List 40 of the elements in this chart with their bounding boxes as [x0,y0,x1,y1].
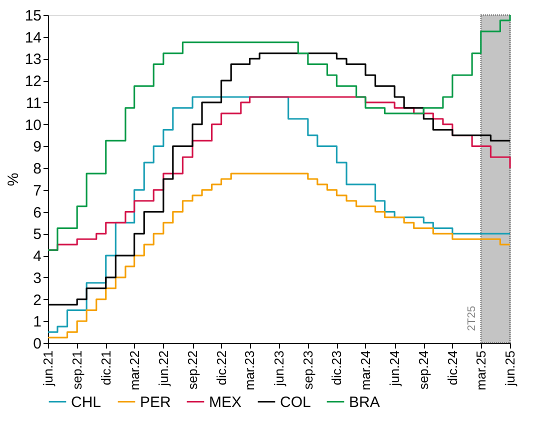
legend-label: MEX [209,394,242,411]
x-tick-label: dic.23 [329,350,344,386]
y-tick-label: 5 [33,226,42,244]
x-tick-label: mar.25 [473,350,488,390]
legend-label: COL [280,394,311,411]
y-tick-label: 8 [33,160,42,178]
x-tick-label: dic.21 [98,350,114,386]
y-tick-label: 12 [24,73,42,90]
x-tick-label: mar.24 [358,350,373,390]
x-tick-label: jun.23 [271,350,286,387]
y-tick-label: 10 [24,116,42,134]
x-tick-label: sep.23 [300,350,316,390]
y-tick-label: 1 [33,314,42,331]
y-tick-label: 0 [33,336,42,352]
y-tick-label: 4 [33,248,42,266]
y-tick-label: 14 [24,29,42,46]
x-tick-label: sep.24 [416,350,432,390]
legend-label: PER [140,394,172,411]
y-tick-label: 11 [26,94,42,112]
legend-label: BRA [349,394,380,411]
x-tick-label: jun.25 [502,350,518,387]
y-tick-label: 2 [33,292,42,309]
y-tick-label: 7 [33,182,42,200]
x-tick-label: mar.22 [126,350,142,390]
x-tick-label: jun.24 [387,350,402,387]
y-tick-label: 15 [24,8,42,24]
x-tick-label: jun.21 [40,350,56,387]
x-tick-label: sep.22 [185,350,200,390]
y-tick-label: 3 [33,270,42,287]
x-tick-label: dic.22 [214,350,229,386]
legend-label: CHL [71,394,102,411]
x-tick-label: dic.24 [444,350,460,386]
y-axis-title: % [4,172,22,186]
band-label: 2T25 [466,306,478,331]
x-tick-label: jun.22 [156,350,171,387]
x-tick-label: mar.23 [242,350,258,390]
y-tick-label: 6 [33,204,42,222]
x-tick-label: sep.21 [70,350,85,390]
y-tick-label: 13 [24,51,42,68]
y-tick-label: 9 [33,138,42,156]
